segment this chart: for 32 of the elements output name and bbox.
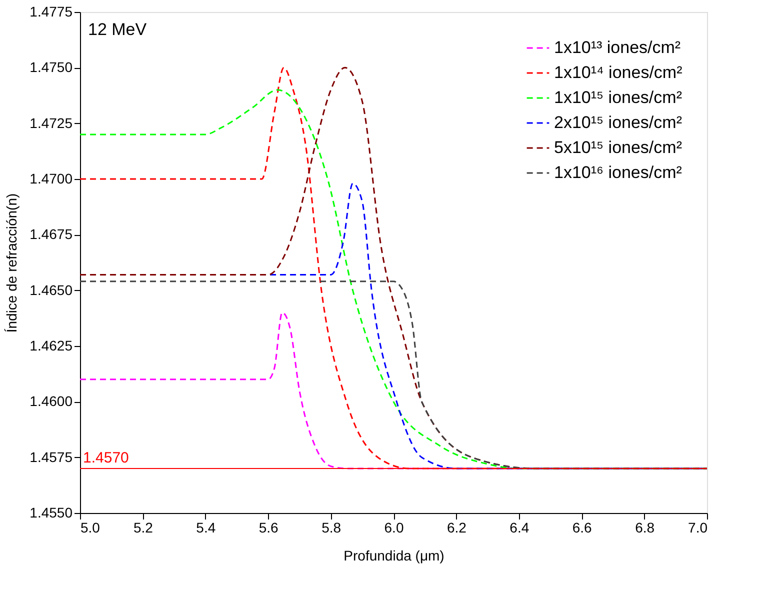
y-tick-label: 1.4550 <box>30 504 73 520</box>
x-tick-label: 5.8 <box>322 520 342 536</box>
x-tick-label: 6.6 <box>572 520 592 536</box>
x-tick-label: 6.4 <box>510 520 530 536</box>
y-tick-label: 1.4650 <box>30 282 73 298</box>
legend-label: 5x10¹⁵ iones/cm² <box>554 138 682 157</box>
legend-label: 2x10¹⁵ iones/cm² <box>554 113 682 132</box>
ref-line-label: 1.4570 <box>83 449 129 466</box>
y-axis-title: Índice de refracción(n) <box>4 193 20 333</box>
legend-label: 1x10¹⁶ iones/cm² <box>554 163 682 182</box>
y-tick-label: 1.4725 <box>30 114 73 131</box>
legend-label: 1x10¹³ iones/cm² <box>554 38 681 57</box>
x-tick-label: 5.2 <box>133 520 154 536</box>
y-tick-label: 1.4600 <box>30 393 73 410</box>
x-tick-label: 5.6 <box>258 520 279 536</box>
y-tick-label: 1.4775 <box>30 4 73 20</box>
y-tick-label: 1.4625 <box>30 338 73 354</box>
x-tick-label: 5.0 <box>80 520 100 536</box>
x-axis-title: Profundida (μm) <box>344 548 444 564</box>
annotation: 12 MeV <box>88 20 148 39</box>
y-tick-label: 1.4675 <box>30 226 73 242</box>
legend-label: 1x10¹⁵ iones/cm² <box>554 88 682 107</box>
x-tick-label: 6.8 <box>635 520 655 536</box>
y-tick-label: 1.4750 <box>30 59 73 76</box>
x-tick-label: 7.0 <box>688 520 708 536</box>
line-series <box>79 280 708 470</box>
y-tick-label: 1.4700 <box>30 170 73 186</box>
legend-label: 1x10¹⁴ iones/cm² <box>554 63 683 82</box>
x-tick-label: 6.2 <box>446 520 467 536</box>
x-tick-label: 5.4 <box>196 520 216 536</box>
x-tick-label: 6.0 <box>384 520 404 536</box>
y-tick-label: 1.4575 <box>30 448 73 465</box>
